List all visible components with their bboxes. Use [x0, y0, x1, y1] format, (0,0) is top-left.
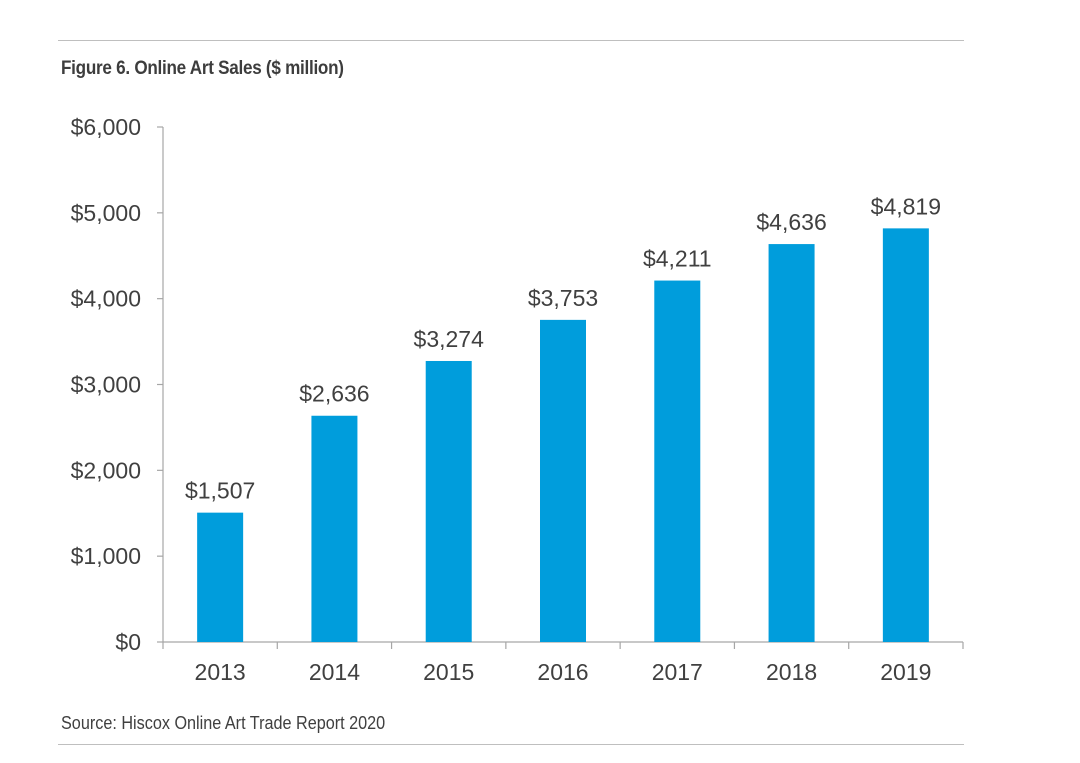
x-tick-label: 2013 — [195, 659, 246, 685]
source-note: Source: Hiscox Online Art Trade Report 2… — [61, 713, 386, 733]
data-label-2019: $4,819 — [871, 193, 941, 219]
x-tick-label: 2018 — [766, 659, 817, 685]
y-tick-label: $4,000 — [71, 286, 141, 312]
top-rule — [58, 40, 964, 41]
x-axis: 2013 2014 2015 2016 2017 2018 2019 — [162, 641, 964, 685]
data-labels: $1,507 $2,636 $3,274 $3,753 $4,211 $4,636 $4,8… — [185, 193, 941, 503]
x-tick-label: 2016 — [537, 659, 588, 685]
data-label-2015: $3,274 — [414, 326, 485, 352]
y-tick-label: $0 — [115, 629, 141, 655]
bar-2015 — [425, 360, 472, 642]
data-label-2013: $1,507 — [185, 478, 255, 504]
bar-2016 — [540, 319, 586, 642]
data-label-2014: $2,636 — [299, 381, 369, 407]
y-axis: $0 $1,000 $2,000 $3,000 $4,000 $5,000 $6,000 — [71, 114, 164, 655]
bottom-rule — [58, 744, 964, 745]
bar-2013 — [197, 512, 244, 642]
x-tick-label: 2017 — [652, 659, 703, 685]
bar-2014 — [311, 415, 358, 642]
data-label-2017: $4,211 — [643, 246, 712, 272]
y-tick-label: $5,000 — [71, 200, 141, 226]
data-label-2016: $3,753 — [528, 285, 598, 311]
bar-2019 — [882, 228, 929, 642]
y-tick-label: $2,000 — [71, 457, 141, 483]
bar-2017 — [654, 280, 701, 642]
x-tick-label: 2014 — [309, 659, 360, 685]
x-tick-label: 2019 — [880, 659, 931, 685]
data-label-2018: $4,636 — [756, 209, 826, 235]
y-tick-label: $1,000 — [71, 543, 141, 569]
x-tick-label: 2015 — [423, 659, 474, 685]
bar-2018 — [768, 244, 815, 642]
y-tick-label: $6,000 — [71, 114, 141, 140]
y-tick-label: $3,000 — [71, 372, 141, 398]
figure-title: Figure 6. Online Art Sales ($ million) — [61, 58, 344, 79]
bars — [197, 228, 929, 642]
